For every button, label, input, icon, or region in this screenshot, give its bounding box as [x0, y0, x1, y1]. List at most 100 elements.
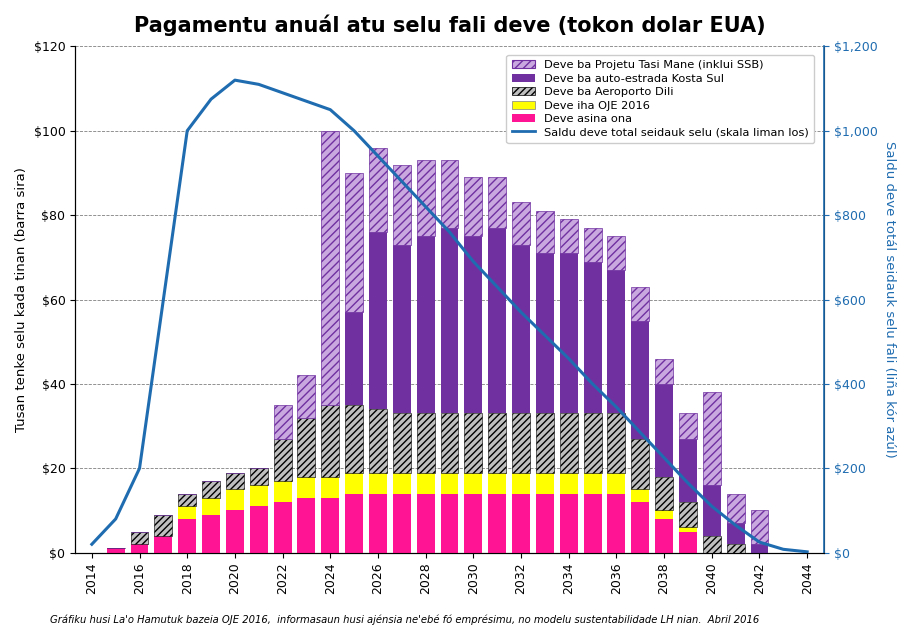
Bar — [559, 253, 578, 413]
Bar — [155, 515, 172, 536]
Bar — [393, 413, 411, 472]
Bar — [559, 472, 578, 494]
Bar — [631, 502, 650, 553]
Bar — [226, 489, 244, 511]
Bar — [345, 173, 363, 312]
Bar — [584, 472, 601, 494]
Bar — [679, 413, 697, 439]
Bar — [608, 236, 625, 270]
Bar — [655, 511, 673, 519]
Bar — [679, 528, 697, 531]
Bar — [369, 494, 387, 553]
Bar — [512, 202, 530, 245]
Bar — [488, 413, 507, 472]
Bar — [655, 384, 673, 477]
Bar — [608, 494, 625, 553]
Y-axis label: Saldu deve totál seidauk selu fali (liña kór azúl): Saldu deve totál seidauk selu fali (liña… — [883, 141, 896, 458]
Bar — [179, 519, 196, 553]
Bar — [703, 392, 721, 485]
Bar — [130, 531, 148, 544]
Bar — [727, 544, 744, 553]
Bar — [465, 177, 482, 236]
Bar — [322, 405, 339, 477]
Bar — [369, 148, 387, 232]
Bar — [727, 494, 744, 523]
Bar — [512, 494, 530, 553]
Bar — [393, 245, 411, 413]
Bar — [107, 548, 125, 553]
Bar — [559, 494, 578, 553]
Bar — [727, 523, 744, 544]
Bar — [416, 472, 435, 494]
Legend: Deve ba Projetu Tasi Mane (inklui SSB), Deve ba auto-estrada Kosta Sul, Deve ba : Deve ba Projetu Tasi Mane (inklui SSB), … — [507, 55, 814, 143]
Bar — [584, 494, 601, 553]
Bar — [488, 177, 507, 228]
Bar — [465, 413, 482, 472]
Bar — [393, 494, 411, 553]
Bar — [441, 413, 458, 472]
Bar — [441, 228, 458, 413]
Bar — [631, 321, 650, 439]
Bar — [369, 472, 387, 494]
Bar — [608, 270, 625, 413]
Bar — [250, 468, 268, 485]
Bar — [298, 376, 315, 418]
Bar — [512, 472, 530, 494]
Bar — [655, 519, 673, 553]
Bar — [608, 413, 625, 472]
Bar — [179, 506, 196, 519]
Bar — [345, 472, 363, 494]
Bar — [226, 511, 244, 553]
Bar — [608, 472, 625, 494]
Bar — [751, 544, 768, 553]
Bar — [679, 531, 697, 553]
Bar — [465, 472, 482, 494]
Bar — [393, 165, 411, 245]
Bar — [416, 494, 435, 553]
Bar — [393, 472, 411, 494]
Bar — [536, 211, 554, 253]
Bar — [273, 405, 292, 439]
Bar — [631, 439, 650, 489]
Bar — [536, 472, 554, 494]
Bar — [751, 511, 768, 544]
Bar — [465, 494, 482, 553]
Title: Pagamentu anuál atu selu fali deve (tokon dolar EUA): Pagamentu anuál atu selu fali deve (toko… — [134, 15, 765, 36]
Bar — [273, 439, 292, 481]
Bar — [155, 536, 172, 553]
Bar — [273, 502, 292, 553]
Bar — [679, 439, 697, 502]
Bar — [512, 413, 530, 472]
Bar — [322, 477, 339, 498]
Bar — [322, 131, 339, 405]
Bar — [202, 498, 220, 515]
Bar — [559, 413, 578, 472]
Bar — [679, 502, 697, 528]
Bar — [584, 262, 601, 413]
Bar — [488, 494, 507, 553]
Bar — [655, 477, 673, 511]
Bar — [250, 485, 268, 506]
Bar — [584, 228, 601, 262]
Bar — [441, 472, 458, 494]
Bar — [536, 494, 554, 553]
Bar — [298, 477, 315, 498]
Text: Gráfiku husi La'o Hamutuk bazeia OJE 2016,  informasaun husi ajénsia ne'ebé fó e: Gráfiku husi La'o Hamutuk bazeia OJE 201… — [50, 614, 760, 625]
Bar — [369, 409, 387, 472]
Bar — [298, 498, 315, 553]
Bar — [416, 413, 435, 472]
Bar — [631, 489, 650, 502]
Bar — [512, 245, 530, 413]
Bar — [631, 287, 650, 321]
Bar — [322, 498, 339, 553]
Bar — [465, 236, 482, 413]
Bar — [703, 485, 721, 536]
Bar — [584, 413, 601, 472]
Bar — [441, 160, 458, 228]
Bar — [250, 506, 268, 553]
Bar — [441, 494, 458, 553]
Bar — [298, 418, 315, 477]
Bar — [655, 359, 673, 384]
Bar — [488, 228, 507, 413]
Bar — [202, 515, 220, 553]
